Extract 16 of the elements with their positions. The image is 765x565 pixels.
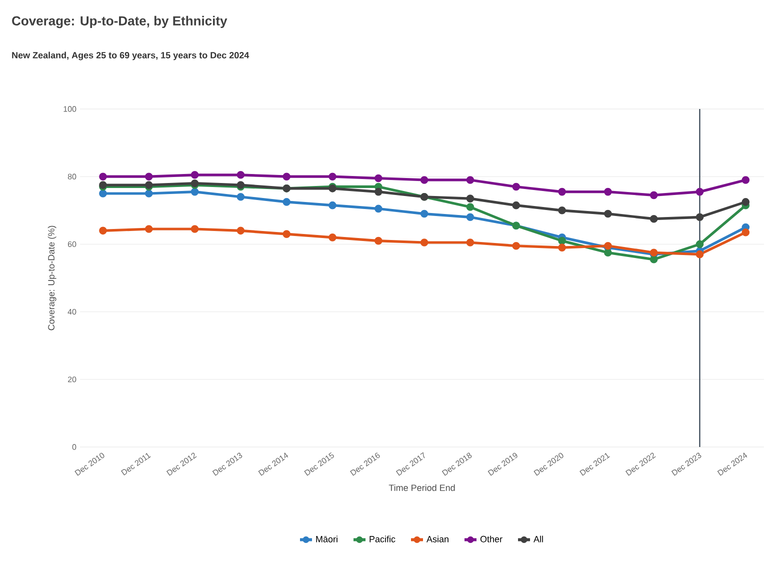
y-axis-title: Coverage: Up-to-Date (%) — [48, 226, 56, 330]
x-tick-label: Dec 2021 — [580, 452, 610, 476]
y-tick-label: 100 — [64, 106, 76, 112]
legend-label: All — [534, 536, 543, 542]
y-tick-label: 0 — [72, 444, 76, 450]
y-tick-label: 20 — [68, 376, 76, 382]
legend-label: Māori — [316, 536, 338, 542]
legend-label: Other — [480, 536, 502, 542]
legend-label: Asian — [426, 536, 448, 542]
y-tick-label: 80 — [68, 174, 76, 180]
legend-label: Pacific — [370, 536, 396, 542]
y-tick-label: 60 — [68, 241, 76, 248]
chart-subtitle: New Zealand, Ages 25 to 69 years, 15 years to Dec 2024 — [12, 52, 250, 60]
chart-title: Coverage: Up-to-Date, by Ethnicity — [12, 16, 228, 28]
x-axis-title: Time Period End — [388, 484, 455, 491]
y-tick-label: 40 — [68, 308, 76, 315]
